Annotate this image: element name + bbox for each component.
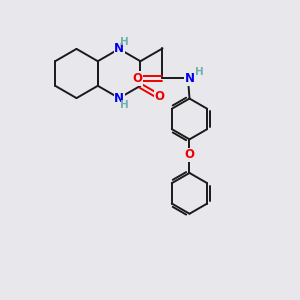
Text: O: O — [184, 148, 194, 161]
Text: H: H — [120, 37, 129, 47]
Text: N: N — [184, 72, 194, 85]
Text: N: N — [114, 42, 124, 56]
Text: O: O — [154, 90, 164, 103]
Text: N: N — [114, 92, 124, 105]
Text: H: H — [195, 67, 204, 77]
Text: O: O — [132, 72, 142, 85]
Text: H: H — [120, 100, 129, 110]
